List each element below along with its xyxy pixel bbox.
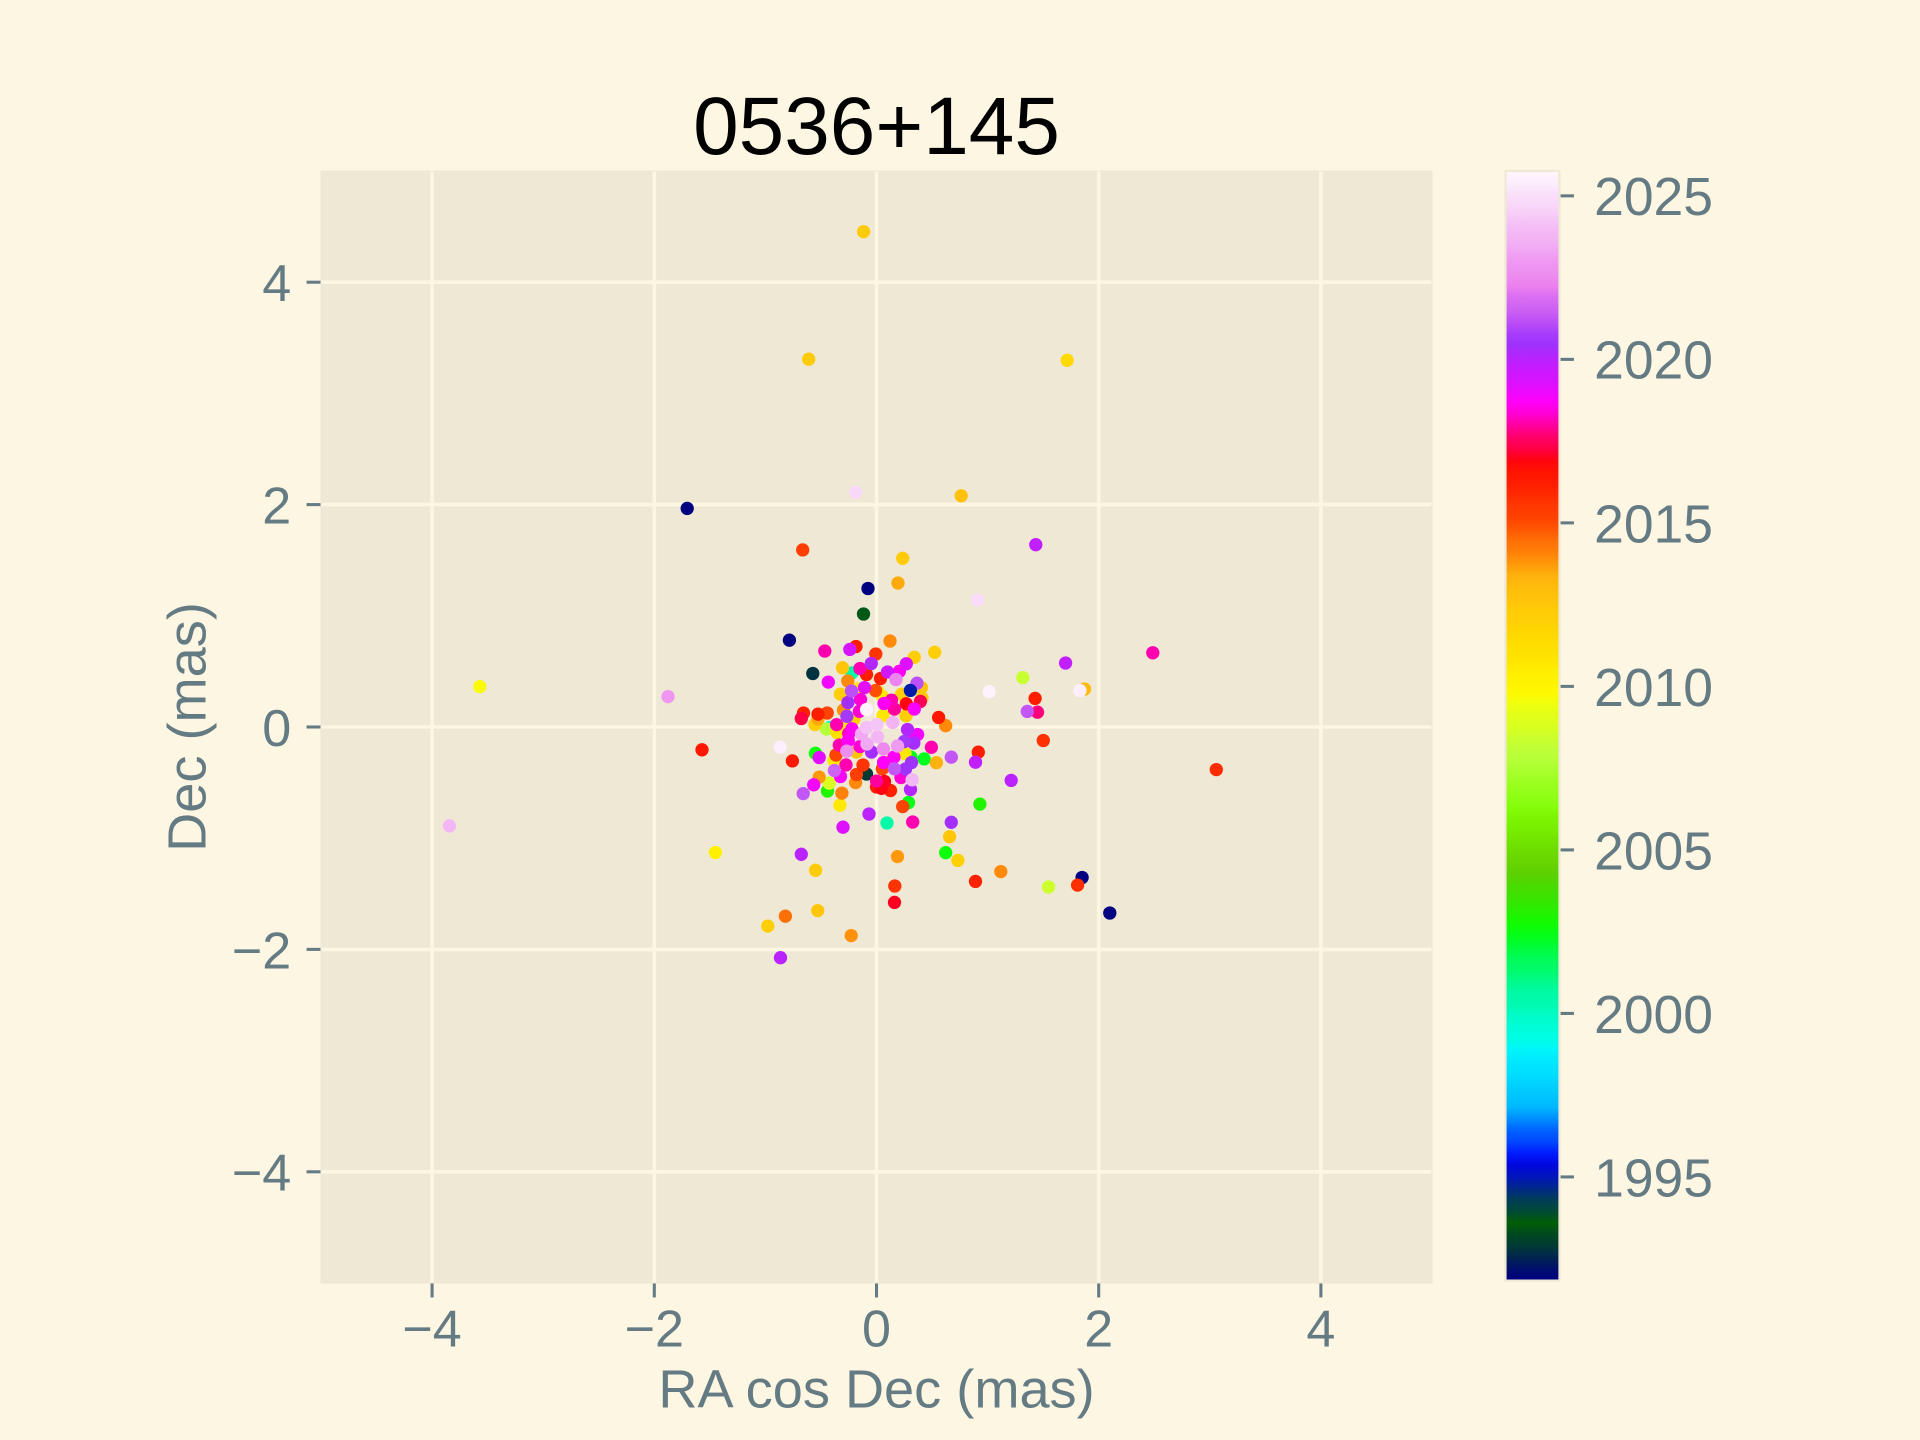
svg-text:−4: −4 bbox=[232, 1145, 291, 1203]
svg-text:0: 0 bbox=[862, 1301, 891, 1359]
svg-text:Dec (mas): Dec (mas) bbox=[157, 602, 217, 852]
svg-text:2025: 2025 bbox=[1594, 168, 1713, 227]
svg-text:−2: −2 bbox=[625, 1301, 684, 1359]
svg-text:1995: 1995 bbox=[1594, 1149, 1713, 1208]
svg-text:−4: −4 bbox=[402, 1301, 461, 1359]
svg-text:−2: −2 bbox=[232, 922, 291, 980]
svg-text:2020: 2020 bbox=[1594, 332, 1713, 391]
svg-text:2015: 2015 bbox=[1594, 495, 1713, 554]
svg-text:2000: 2000 bbox=[1594, 986, 1713, 1045]
svg-text:RA cos Dec (mas): RA cos Dec (mas) bbox=[658, 1360, 1094, 1420]
svg-text:2010: 2010 bbox=[1594, 659, 1713, 718]
svg-text:4: 4 bbox=[262, 255, 291, 313]
svg-text:2: 2 bbox=[1084, 1301, 1113, 1359]
svg-text:2: 2 bbox=[262, 477, 291, 535]
svg-text:0536+145: 0536+145 bbox=[693, 81, 1060, 172]
svg-text:4: 4 bbox=[1306, 1301, 1335, 1359]
svg-text:2005: 2005 bbox=[1594, 822, 1713, 881]
svg-text:0: 0 bbox=[262, 700, 291, 758]
